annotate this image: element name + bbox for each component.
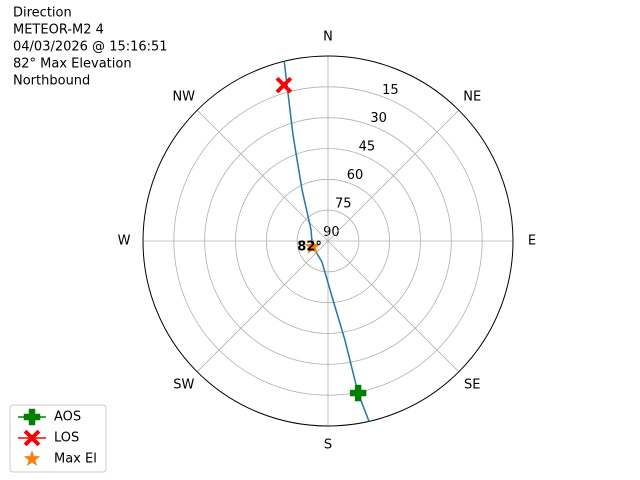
legend-marker bbox=[23, 408, 41, 426]
r-tick-label: 60 bbox=[347, 168, 364, 183]
legend: AOS LOS Max El bbox=[9, 404, 107, 473]
r-tick-label: 15 bbox=[382, 83, 399, 98]
legend-label: Max El bbox=[54, 452, 97, 467]
r-tick-label: 75 bbox=[335, 197, 352, 212]
info-line: METEOR-M2 4 bbox=[13, 23, 104, 38]
info-line: 04/03/2026 @ 15:16:51 bbox=[13, 40, 168, 55]
legend-marker bbox=[23, 429, 41, 447]
polar-frame bbox=[142, 55, 514, 427]
info-line: Direction bbox=[13, 6, 72, 21]
marker bbox=[275, 76, 293, 94]
theta-tick-label: N bbox=[323, 30, 333, 45]
marker bbox=[349, 384, 367, 402]
theta-tick-label: SE bbox=[464, 378, 480, 393]
marker bbox=[304, 238, 321, 254]
grid-spoke bbox=[327, 109, 460, 242]
legend-label: AOS bbox=[54, 410, 81, 425]
legend-label: LOS bbox=[54, 431, 79, 446]
theta-tick-label: NW bbox=[172, 89, 195, 104]
r-tick-label: 30 bbox=[370, 111, 387, 126]
track-line bbox=[283, 61, 370, 422]
theta-tick-label: NE bbox=[463, 89, 481, 104]
grid-spoke bbox=[196, 240, 329, 373]
theta-tick-label: E bbox=[528, 234, 536, 249]
info-line: 82° Max Elevation bbox=[13, 57, 132, 72]
theta-tick-label: SW bbox=[173, 378, 194, 393]
marker-label: 82° bbox=[297, 239, 322, 254]
theta-tick-label: S bbox=[324, 438, 332, 453]
r-tick-label: 45 bbox=[359, 140, 376, 155]
grid-spoke bbox=[327, 240, 460, 373]
grid-spoke bbox=[196, 109, 329, 242]
legend-marker bbox=[23, 450, 41, 467]
theta-tick-label: W bbox=[118, 234, 131, 249]
info-line: Northbound bbox=[13, 74, 90, 89]
r-tick-label: 90 bbox=[323, 225, 340, 240]
